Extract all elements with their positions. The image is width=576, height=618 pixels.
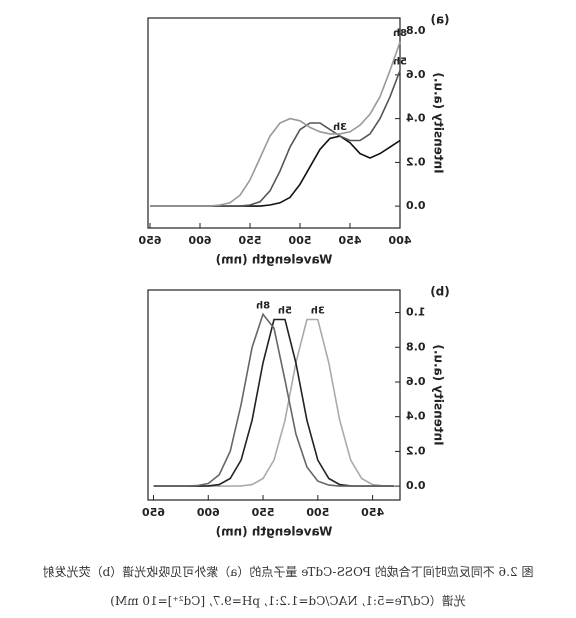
y-tick-label: 0.2	[406, 444, 426, 457]
x-tick-label: 600	[188, 234, 211, 247]
x-axis-title: Wavelength (nm)	[216, 525, 333, 539]
y-axis-title: Intensity (a.u.)	[432, 344, 446, 445]
panel-label: (b)	[430, 285, 450, 299]
x-tick-label: 450	[361, 506, 384, 519]
x-tick-label: 500	[306, 506, 329, 519]
y-tick-label: 0.0	[406, 479, 426, 492]
x-tick-label: 500	[288, 234, 311, 247]
y-axis-title: Intensity (a.u.)	[432, 72, 446, 173]
x-axis-title: Wavelength (nm)	[216, 253, 333, 267]
series-label: 3h	[333, 122, 347, 133]
y-tick-label: 0.4	[406, 410, 426, 423]
series-line	[150, 135, 401, 207]
figure: 0.0 0.2 0.4 0.6 0.8 400 450 500 550 600 650 Wavelen…	[138, 13, 450, 539]
panel-label: (a)	[430, 13, 449, 27]
plot-frame	[147, 289, 401, 501]
x-tick-label: 600	[196, 506, 219, 519]
y-tick-label: 0.2	[406, 155, 426, 168]
series-line	[153, 312, 395, 487]
caption-line: 图 2.6 不同反应时间下合成的 POSS-CdTe 量子点的（a）紫外可见吸收…	[42, 565, 534, 579]
y-tick-label: 0.8	[406, 340, 426, 353]
series-line	[150, 41, 401, 207]
x-tick-label: 650	[138, 234, 161, 247]
y-tick-label: 0.8	[406, 24, 426, 37]
y-tick-label: 0.6	[406, 68, 426, 81]
x-tick-label: 550	[238, 234, 261, 247]
series-label: 8h	[256, 300, 270, 311]
y-tick-label: 0.6	[406, 375, 426, 388]
y-tick-label: 0.4	[406, 112, 426, 125]
x-tick-label: 650	[142, 506, 165, 519]
y-tick-label: 0.0	[406, 199, 426, 212]
caption-line: 光谱（Cd/Te=5:1, NAC/Cd=1.2:1, pH=9.7, [Cd²…	[110, 594, 466, 608]
x-tick-label: 550	[251, 506, 274, 519]
plot-frame	[147, 17, 401, 229]
series-line	[150, 70, 401, 207]
series-label: 8h	[393, 28, 407, 39]
x-tick-label: 450	[338, 234, 361, 247]
series-label: 5h	[393, 57, 407, 68]
series-label: 3h	[311, 306, 325, 317]
series-line	[153, 318, 395, 487]
y-tick-label: 1.0	[406, 306, 426, 319]
x-tick-label: 400	[388, 234, 411, 247]
series-label: 5h	[278, 306, 292, 317]
